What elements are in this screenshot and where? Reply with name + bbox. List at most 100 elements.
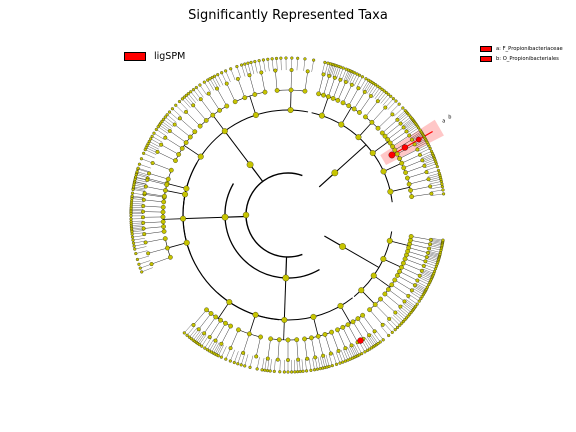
taxon-node [278, 370, 282, 374]
branch-64 [169, 111, 179, 120]
taxon-node [301, 369, 305, 373]
branch-112 [409, 179, 429, 185]
taxon-node [384, 91, 388, 95]
branch-95 [135, 177, 148, 181]
taxon-node [131, 185, 136, 189]
branch-249 [143, 205, 164, 208]
taxon-node [364, 77, 368, 81]
branch-218 [328, 64, 332, 76]
branch-407 [391, 316, 400, 326]
taxon-node [210, 112, 216, 118]
taxon-node [386, 237, 393, 244]
branch-227 [165, 190, 186, 195]
branch-412 [397, 309, 407, 318]
branch-292 [193, 309, 207, 326]
taxon-node [161, 117, 166, 121]
branch-333 [261, 357, 265, 370]
branch-62 [179, 118, 195, 132]
taxon-node [315, 333, 321, 339]
taxon-node [192, 129, 198, 135]
taxon-node [204, 307, 209, 313]
branch-411 [395, 311, 406, 320]
taxon-node [360, 75, 365, 79]
taxon-node [286, 370, 290, 374]
taxon-node [337, 302, 344, 309]
branch-301 [196, 332, 204, 343]
taxon-node [228, 323, 233, 329]
legend-taxa: a: F_Propionibacteriaceae b: O_Propionib… [480, 44, 563, 64]
branch-149 [410, 131, 422, 139]
taxon-node [226, 299, 233, 305]
branch-222 [321, 62, 326, 75]
branch-203 [337, 81, 347, 101]
taxon-node [401, 165, 407, 171]
branch-25 [254, 61, 258, 74]
branch-130 [421, 153, 433, 159]
taxon-node [133, 247, 137, 251]
branch-36 [221, 72, 227, 84]
branch-354 [311, 337, 316, 358]
taxon-node [401, 260, 406, 266]
branch-353 [309, 358, 312, 371]
taxon-node [215, 86, 219, 91]
legend-group: ligSPM [124, 51, 185, 62]
branch-344 [296, 339, 299, 360]
taxon-node [375, 99, 380, 104]
branch-125 [423, 159, 436, 165]
branch-336 [270, 359, 272, 372]
branch-445 [403, 262, 422, 272]
taxon-node [302, 88, 308, 94]
branch-178 [365, 101, 378, 117]
branch-366 [331, 332, 339, 351]
taxon-node [363, 350, 367, 354]
taxon-node [382, 291, 388, 297]
branch-395 [375, 330, 384, 340]
taxon-node [236, 362, 240, 366]
branch-150 [392, 135, 410, 147]
branch-19 [267, 59, 270, 72]
branch-90 [141, 158, 153, 164]
branch-338 [274, 359, 276, 372]
branch-277 [133, 240, 146, 244]
taxon-node [327, 364, 331, 369]
branch-419 [388, 289, 405, 302]
taxon-node [423, 259, 428, 264]
branch-77 [161, 144, 179, 155]
taxon-node [315, 367, 319, 371]
taxon-node [321, 72, 326, 77]
branch-216 [331, 65, 336, 77]
branch-363 [324, 334, 332, 354]
taxon-node [141, 226, 146, 231]
branch-358 [318, 336, 324, 356]
taxon-node [165, 245, 170, 251]
branch-331 [283, 319, 285, 340]
taxon-node [402, 299, 407, 304]
branch-367 [335, 351, 341, 364]
taxon-node [261, 58, 265, 62]
taxon-node [357, 110, 362, 115]
taxon-node [177, 116, 182, 121]
branch-87 [166, 183, 187, 189]
branch-410 [394, 313, 404, 322]
taxon-node [393, 310, 398, 315]
branch-291 [217, 301, 230, 319]
branch-152 [408, 127, 419, 135]
branch-394 [373, 332, 381, 343]
branch-327 [256, 336, 261, 357]
branch-186 [372, 87, 381, 98]
branch-434 [413, 286, 425, 294]
taxon-node [142, 232, 147, 237]
taxon-node [168, 254, 173, 260]
taxon-node [185, 333, 189, 337]
branch-209 [341, 69, 347, 81]
branch-441 [401, 267, 420, 276]
taxon-node [415, 147, 420, 152]
branch-177 [382, 96, 391, 106]
taxon-node [362, 90, 367, 94]
branch-156 [405, 122, 416, 131]
branch-225 [183, 216, 226, 220]
branch-39 [212, 114, 226, 132]
taxon-node [141, 215, 145, 220]
branch-162 [384, 123, 401, 137]
